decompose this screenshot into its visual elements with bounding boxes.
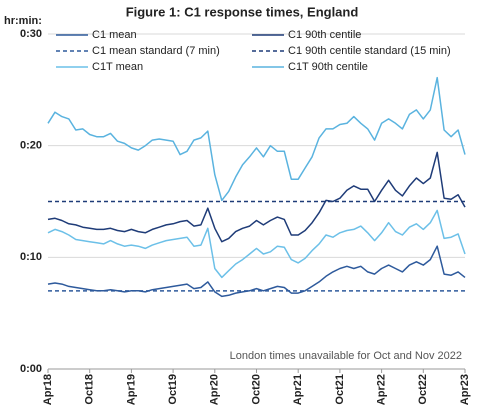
y-tick-label: 0:30 <box>20 28 42 40</box>
chart-title: Figure 1: C1 response times, England <box>126 4 359 19</box>
series-line <box>47 209 466 279</box>
x-tick-label: Apr19 <box>125 374 137 405</box>
legend-label: C1T mean <box>92 61 143 73</box>
y-tick-label: 0:10 <box>20 251 42 263</box>
x-tick-label: Oct22 <box>417 374 429 405</box>
x-tick-label: Apr22 <box>376 374 388 405</box>
x-tick-label: Apr21 <box>292 374 304 405</box>
series-line <box>47 151 466 243</box>
legend-label: C1 90th centile <box>288 29 361 41</box>
x-tick-label: Apr23 <box>459 374 471 405</box>
legend-label: C1 mean <box>92 29 137 41</box>
x-tick-label: Oct19 <box>167 374 179 405</box>
y-tick-label: 0:20 <box>20 140 42 152</box>
annotation: London times unavailable for Oct and Nov… <box>230 350 462 362</box>
x-tick-label: Apr18 <box>42 374 54 405</box>
x-tick-label: Apr20 <box>209 374 221 405</box>
y-axis-label: hr:min: <box>4 15 42 27</box>
x-tick-label: Oct20 <box>250 374 262 405</box>
legend-label: C1 90th centile standard (15 min) <box>288 45 451 57</box>
legend-label: C1 mean standard (7 min) <box>92 45 220 57</box>
x-tick-label: Oct18 <box>84 374 96 405</box>
legend-label: C1T 90th centile <box>288 61 368 73</box>
series-line <box>47 76 466 202</box>
y-tick-label: 0:00 <box>20 363 42 375</box>
x-tick-label: Oct21 <box>334 374 346 405</box>
series-line <box>47 245 466 298</box>
